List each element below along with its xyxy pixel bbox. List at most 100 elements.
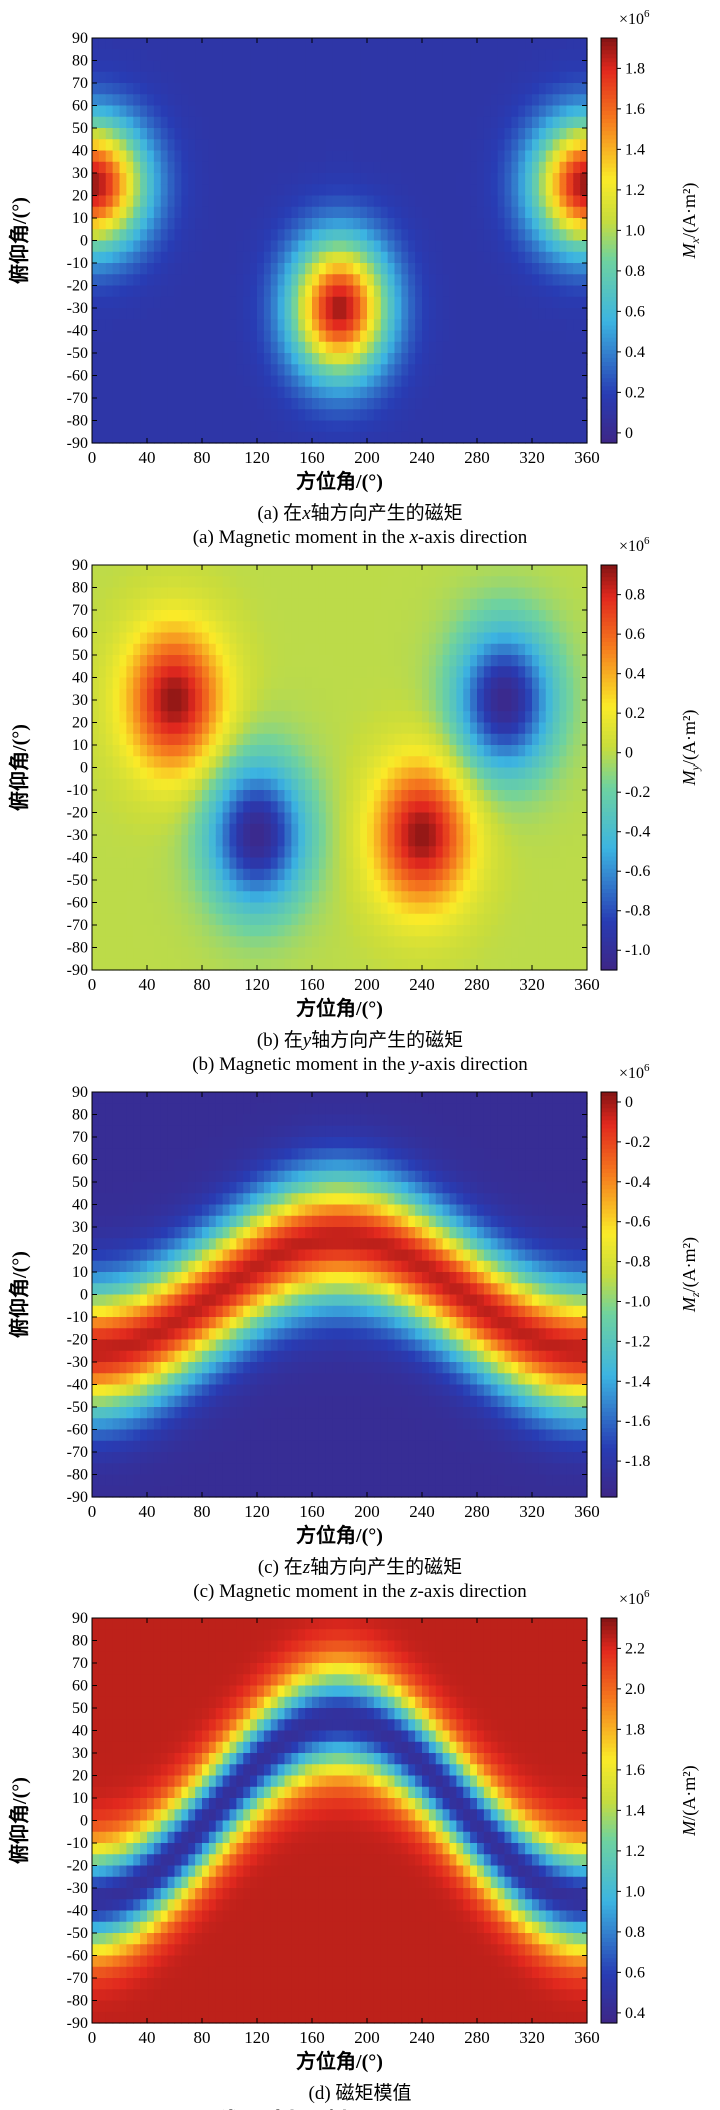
heatmap-cell bbox=[449, 83, 457, 95]
heatmap-cell bbox=[263, 632, 272, 645]
heatmap-cell bbox=[422, 150, 430, 163]
heatmap-cell bbox=[325, 643, 334, 656]
heatmap-cell bbox=[353, 49, 361, 62]
heatmap-cell bbox=[105, 263, 114, 275]
heatmap-cell bbox=[380, 83, 389, 95]
heatmap-cell bbox=[408, 341, 416, 354]
heatmap-cell bbox=[470, 835, 478, 847]
heatmap-cell bbox=[435, 767, 444, 780]
heatmap-cell bbox=[497, 94, 506, 107]
heatmap-cell bbox=[394, 700, 402, 712]
heatmap-cell bbox=[105, 386, 114, 399]
heatmap-cell bbox=[250, 94, 258, 107]
heatmap-cell bbox=[415, 756, 423, 769]
heatmap-cell bbox=[532, 285, 540, 298]
heatmap-cell bbox=[263, 386, 272, 399]
heatmap-cell bbox=[126, 587, 134, 600]
heatmap-cell bbox=[360, 733, 368, 746]
heatmap-cell bbox=[195, 913, 203, 926]
heatmap-cell bbox=[167, 38, 176, 50]
heatmap-cell bbox=[573, 409, 581, 422]
heatmap-cell bbox=[208, 431, 217, 444]
heatmap-cell bbox=[133, 398, 141, 410]
heatmap-cell bbox=[181, 71, 189, 84]
heatmap-cell bbox=[373, 218, 382, 230]
heatmap-cell bbox=[428, 576, 437, 589]
heatmap-cell bbox=[408, 251, 416, 264]
heatmap-cell bbox=[188, 880, 196, 892]
heatmap-cell bbox=[373, 38, 382, 50]
heatmap-cell bbox=[504, 251, 512, 264]
heatmap-cell bbox=[490, 711, 499, 724]
heatmap-cell bbox=[208, 621, 217, 634]
heatmap-cell bbox=[408, 610, 416, 622]
heatmap-cell bbox=[298, 936, 306, 949]
heatmap-cell bbox=[229, 364, 237, 377]
heatmap-cell bbox=[538, 161, 547, 174]
heatmap-cell bbox=[174, 184, 182, 197]
heatmap-cell bbox=[112, 767, 121, 780]
heatmap-cell bbox=[167, 240, 176, 253]
heatmap-cell bbox=[360, 431, 368, 444]
heatmap-cell bbox=[208, 105, 217, 118]
heatmap-cell bbox=[428, 643, 437, 656]
heatmap-cell bbox=[422, 688, 430, 701]
heatmap-cell bbox=[257, 655, 265, 667]
heatmap-cell bbox=[147, 60, 155, 73]
heatmap-cell bbox=[449, 621, 457, 634]
heatmap-cell bbox=[298, 60, 306, 73]
heatmap-cell bbox=[545, 353, 554, 365]
heatmap-cell bbox=[511, 364, 519, 377]
heatmap-cell bbox=[92, 38, 100, 50]
heatmap-cell bbox=[435, 308, 444, 320]
heatmap-cell bbox=[112, 958, 121, 971]
heatmap-cell bbox=[490, 846, 499, 859]
heatmap-cell bbox=[415, 700, 423, 712]
heatmap-cell bbox=[545, 49, 554, 62]
heatmap-cell bbox=[367, 767, 375, 780]
heatmap-cell bbox=[202, 756, 210, 769]
heatmap-cell bbox=[298, 330, 306, 343]
heatmap-cell bbox=[298, 655, 306, 667]
heatmap-cell bbox=[270, 565, 279, 577]
heatmap-cell bbox=[263, 38, 272, 50]
heatmap-cell bbox=[435, 790, 444, 802]
heatmap-cell bbox=[291, 398, 299, 410]
heatmap-cell bbox=[167, 128, 176, 140]
heatmap-cell bbox=[580, 330, 588, 343]
heatmap-cell bbox=[160, 229, 169, 242]
heatmap-cell bbox=[580, 38, 588, 50]
heatmap-cell bbox=[463, 195, 471, 208]
heatmap-cell bbox=[298, 891, 306, 904]
heatmap-cell bbox=[133, 116, 141, 129]
heatmap-cell bbox=[250, 240, 258, 253]
heatmap-cell bbox=[456, 431, 464, 444]
heatmap-cell bbox=[215, 184, 224, 197]
heatmap-cell bbox=[284, 161, 292, 174]
heatmap-cell bbox=[408, 565, 416, 577]
heatmap-cell bbox=[195, 116, 203, 129]
heatmap-cell bbox=[422, 643, 430, 656]
heatmap-cell bbox=[181, 251, 189, 264]
heatmap-cell bbox=[257, 431, 265, 444]
heatmap-cell bbox=[257, 868, 265, 881]
heatmap-cell bbox=[181, 936, 189, 949]
heatmap-cell bbox=[167, 756, 176, 769]
heatmap-cell bbox=[277, 823, 286, 836]
heatmap-cell bbox=[181, 745, 189, 757]
heatmap-cell bbox=[346, 229, 354, 242]
heatmap-cell bbox=[339, 700, 347, 712]
heatmap-cell bbox=[229, 60, 237, 73]
heatmap-cell bbox=[284, 431, 292, 444]
heatmap-cell bbox=[98, 778, 107, 791]
heatmap-cell bbox=[298, 94, 306, 107]
heatmap-cell bbox=[147, 240, 155, 253]
heatmap-cell bbox=[360, 341, 368, 354]
heatmap-cell bbox=[435, 398, 444, 410]
heatmap-cell bbox=[394, 733, 402, 746]
heatmap-cell bbox=[112, 700, 121, 712]
heatmap-cell bbox=[229, 587, 237, 600]
heatmap-cell bbox=[270, 576, 279, 589]
heatmap-cell bbox=[174, 218, 182, 230]
heatmap-cell bbox=[250, 711, 258, 724]
